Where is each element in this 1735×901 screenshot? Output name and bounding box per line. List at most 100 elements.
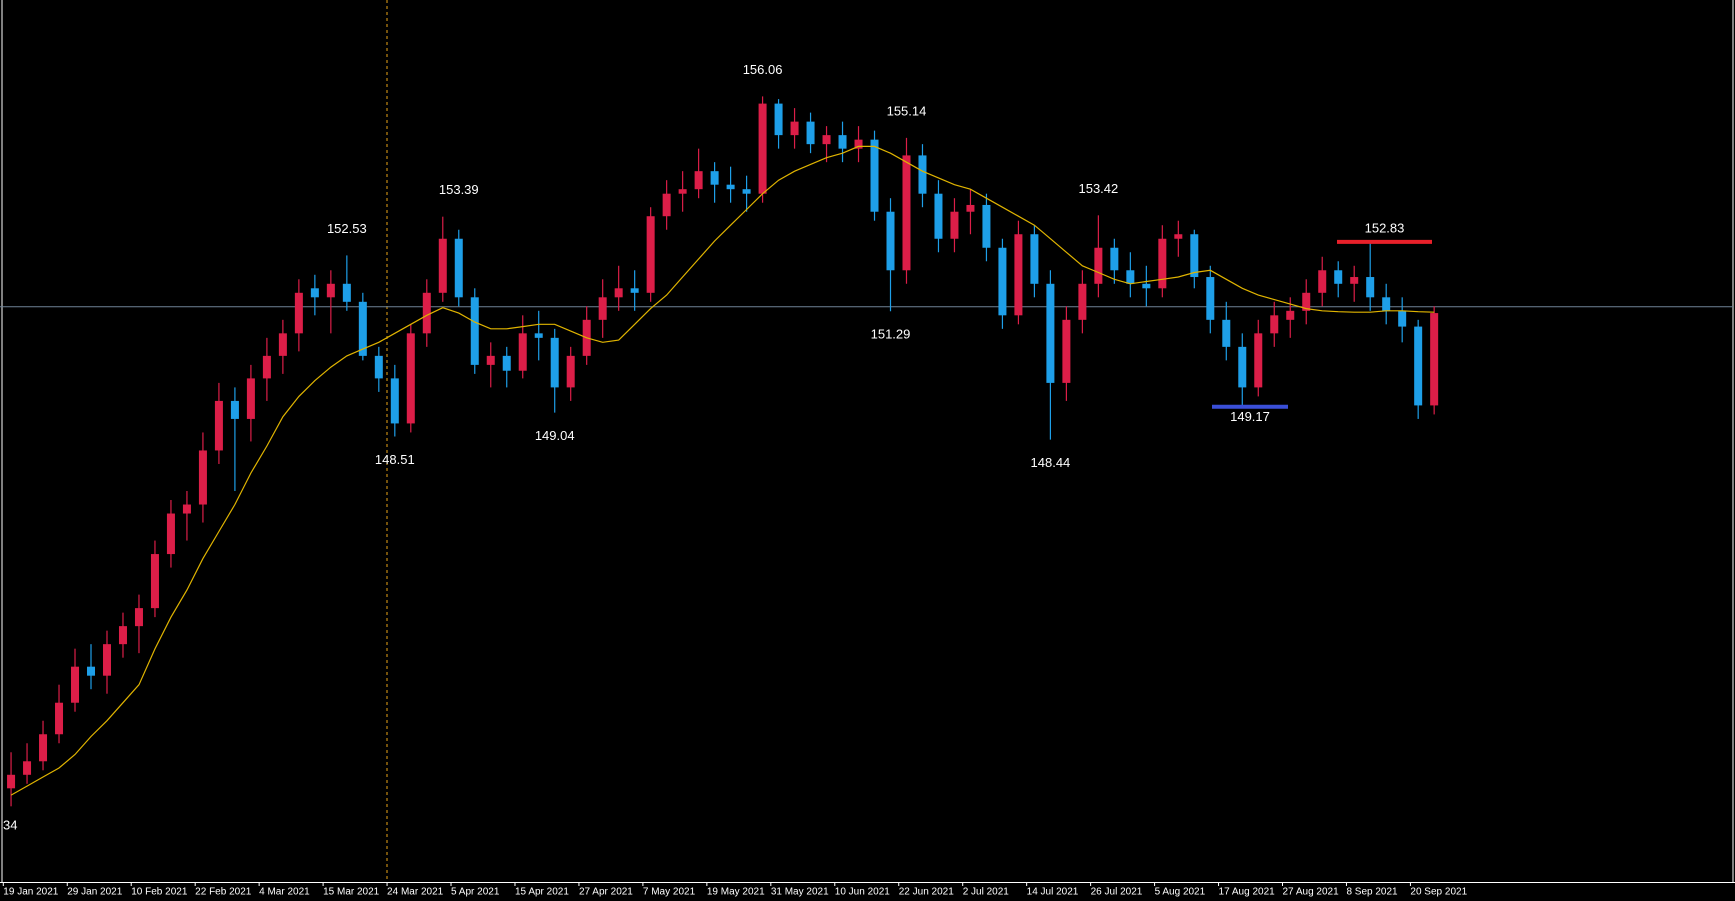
candle-body [246, 378, 255, 419]
candle-body [214, 400, 223, 451]
candle-body [854, 139, 863, 149]
candle-body [886, 211, 895, 271]
candle-body [1430, 313, 1439, 406]
candle-body [55, 702, 64, 735]
candle-body [502, 355, 511, 371]
candle-body [454, 238, 463, 298]
candle-body [902, 155, 911, 271]
x-tick-label: 7 May 2021 [643, 887, 696, 898]
candle-body [566, 355, 575, 388]
moving-average [10, 145, 1435, 796]
candle-body [790, 121, 799, 136]
candle-body [1078, 283, 1087, 320]
candle-body [326, 283, 335, 298]
candle-body [294, 292, 303, 334]
candle-body [1206, 277, 1215, 320]
x-tick-label: 17 Aug 2021 [1219, 887, 1276, 898]
candle-body [870, 139, 879, 212]
candle-body [23, 761, 32, 775]
x-tick-label: 15 Apr 2021 [515, 887, 569, 898]
x-tick-label: 19 Jan 2021 [3, 887, 58, 898]
x-tick-label: 10 Feb 2021 [131, 887, 188, 898]
candle-body [486, 355, 495, 365]
candle-body [1318, 270, 1327, 293]
candle-body [1286, 310, 1295, 320]
x-tick-label: 22 Feb 2021 [195, 887, 252, 898]
candle-body [1350, 277, 1359, 284]
candle-body [1254, 333, 1263, 388]
candle-body [726, 184, 735, 190]
candle-body [1222, 319, 1231, 347]
x-tick-label: 14 Jul 2021 [1027, 887, 1079, 898]
candle-body [1046, 283, 1055, 383]
candle-body [1142, 283, 1151, 289]
x-tick-label: 31 May 2021 [771, 887, 829, 898]
candle-body [742, 189, 751, 194]
candle-body [182, 504, 191, 514]
candle-body [278, 333, 287, 356]
x-tick-label: 27 Apr 2021 [579, 887, 633, 898]
candle-body [150, 554, 159, 609]
candle-body [374, 355, 383, 379]
candle-body [694, 171, 703, 190]
level-label: 149.17 [1230, 409, 1270, 424]
candle-body [662, 193, 671, 217]
candle-body [838, 135, 847, 149]
price-annotation: 149.04 [535, 428, 575, 443]
candle-body [534, 333, 543, 338]
candle-body [1030, 234, 1039, 284]
candle-body [262, 355, 271, 379]
x-tick-label: 20 Sep 2021 [1410, 887, 1467, 898]
candle-body [118, 626, 127, 645]
x-tick-label: 4 Mar 2021 [259, 887, 310, 898]
x-tick-label: 29 Jan 2021 [67, 887, 122, 898]
candle-body [918, 155, 927, 194]
candle-body [614, 288, 623, 298]
price-annotation: 153.42 [1078, 181, 1118, 196]
candle-body [630, 288, 639, 293]
x-tick-label: 19 May 2021 [707, 887, 765, 898]
candle-body [1094, 247, 1103, 284]
candle-body [230, 400, 239, 419]
price-annotation: 148.44 [1031, 455, 1071, 470]
candle-body [822, 135, 831, 145]
candle-body [998, 247, 1007, 316]
level-label: 152.83 [1365, 220, 1405, 235]
candle-body [550, 337, 559, 388]
candle-body [758, 103, 767, 194]
candle-body [1398, 310, 1407, 327]
candle-body [342, 283, 351, 302]
candle-body [1414, 326, 1423, 406]
candle-body [358, 301, 367, 356]
x-tick-label: 24 Mar 2021 [387, 887, 444, 898]
candle-body [438, 238, 447, 293]
candle-body [598, 297, 607, 320]
candle-body [7, 774, 16, 789]
candle-body [198, 450, 207, 505]
candle-body [1126, 270, 1135, 284]
candle-body [1062, 319, 1071, 383]
candle-body [1238, 346, 1247, 388]
x-tick-label: 22 Jun 2021 [899, 887, 954, 898]
price-annotation: 151.29 [871, 327, 911, 342]
candle-body [1366, 277, 1375, 298]
candle-body [678, 189, 687, 194]
price-annotation: 152.53 [327, 221, 367, 236]
candle-body [134, 608, 143, 627]
candle-body [1190, 234, 1199, 278]
candle-body [1334, 270, 1343, 284]
x-tick-label: 15 Mar 2021 [323, 887, 380, 898]
price-annotation: 153.39 [439, 182, 479, 197]
x-tick-label: 5 Apr 2021 [451, 887, 500, 898]
candle-body [806, 121, 815, 145]
candle-body [87, 666, 95, 676]
x-tick-label: 27 Aug 2021 [1283, 887, 1340, 898]
candle-body [1158, 238, 1167, 289]
candle-body [390, 378, 399, 424]
corner-label: 34 [3, 817, 17, 832]
x-tick-label: 8 Sep 2021 [1346, 887, 1398, 898]
candle-body [982, 204, 991, 248]
candle-body [470, 297, 479, 365]
